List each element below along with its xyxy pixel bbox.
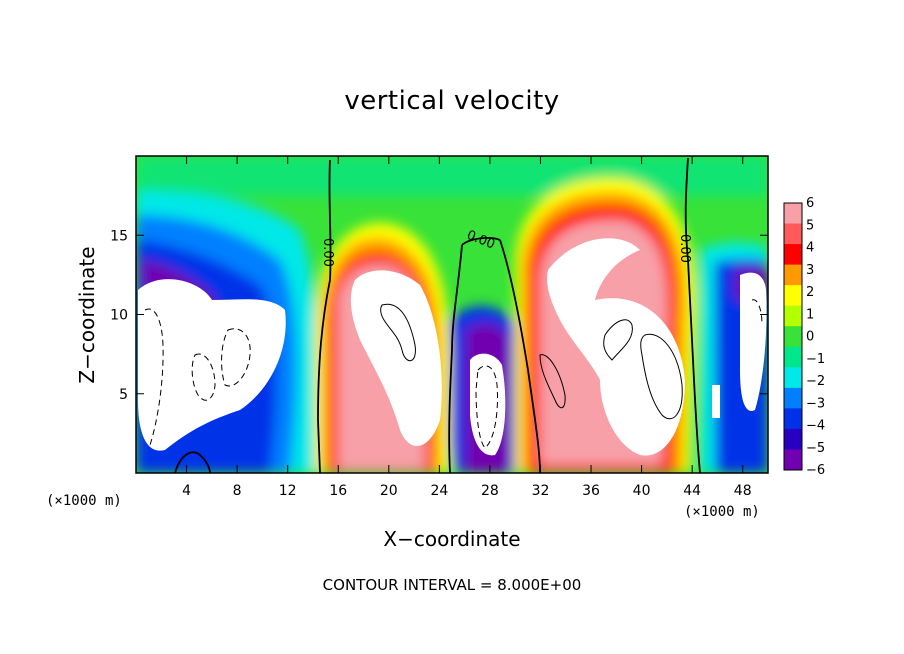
colorbar-label-7: −1: [806, 352, 825, 367]
x-unit-label-right: (×1000 m): [684, 504, 760, 520]
x-tick-label-1: 8: [233, 483, 242, 499]
y-tick-label-2: 15: [110, 228, 128, 244]
negative-contours: [144, 299, 763, 449]
colorbar-label-4: 2: [806, 285, 814, 300]
chart-title: vertical velocity: [344, 86, 560, 116]
colorbar-swatch-7: [784, 346, 802, 368]
x-tick-label-5: 24: [430, 483, 448, 499]
colorbar-label-2: 4: [806, 241, 814, 256]
colorbar-swatch-2: [784, 244, 802, 266]
x-tick-label-11: 48: [734, 483, 752, 499]
x-axis-title: X−coordinate: [383, 527, 520, 551]
y-axis: 5 10 15: [110, 228, 768, 403]
colorbar-swatch-8: [784, 367, 802, 389]
colorbar-label-0: 6: [806, 196, 814, 211]
colorbar-swatch-1: [784, 223, 802, 245]
y-tick-label-0: 5: [119, 387, 128, 403]
colorbar-swatch-5: [784, 305, 802, 327]
x-tick-label-4: 20: [380, 483, 398, 499]
colorbar-label-12: −6: [806, 463, 825, 478]
colorbar-swatch-12: [784, 449, 802, 471]
colorbar-label-3: 3: [806, 263, 814, 278]
x-axis: 4 8 12 16 20 24 28 32 36 40 44 48: [182, 156, 752, 499]
colorbar-swatch-10: [784, 408, 802, 430]
x-unit-label-left: (×1000 m): [46, 493, 122, 509]
colorbar-swatch-4: [784, 285, 802, 307]
x-tick-label-3: 16: [329, 483, 347, 499]
colorbar-label-10: −4: [806, 419, 825, 434]
colorbar-swatch-11: [784, 428, 802, 450]
colorbar: 6 5 4 3 2 1 0 −1 −2 −3 −4 −5 −6: [783, 196, 825, 478]
colorbar-swatch-9: [784, 387, 802, 409]
colorbar-label-9: −3: [806, 396, 825, 411]
x-tick-label-7: 32: [532, 483, 550, 499]
colorbar-label-6: 0: [806, 330, 814, 345]
colorbar-swatch-3: [784, 264, 802, 286]
y-tick-label-1: 10: [110, 308, 128, 324]
colorbar-swatch-0: [784, 203, 802, 225]
x-tick-label-0: 4: [182, 483, 191, 499]
x-tick-label-10: 44: [683, 483, 701, 499]
x-tick-label-6: 28: [481, 483, 499, 499]
saturated-cores: [138, 238, 767, 456]
contour-label-3: 0.00: [677, 234, 692, 263]
x-tick-label-8: 36: [582, 483, 600, 499]
colorbar-label-11: −5: [806, 441, 825, 456]
colorbar-label-8: −2: [806, 374, 825, 389]
contour-interval-note: CONTOUR INTERVAL = 8.000E+00: [322, 576, 582, 594]
colorbar-swatch-6: [784, 326, 802, 348]
velocity-field: 0.00 0.00 0.00: [136, 156, 768, 473]
x-tick-label-2: 12: [279, 483, 297, 499]
y-axis-title: Z−coordinate: [75, 246, 99, 383]
positive-contours: [380, 303, 683, 420]
x-tick-label-9: 40: [633, 483, 651, 499]
colorbar-label-5: 1: [806, 307, 814, 322]
colorbar-frame: [783, 202, 803, 471]
colorbar-label-1: 5: [806, 218, 814, 233]
zero-contours: [174, 157, 701, 473]
contour-label-1: 0.00: [320, 238, 335, 267]
